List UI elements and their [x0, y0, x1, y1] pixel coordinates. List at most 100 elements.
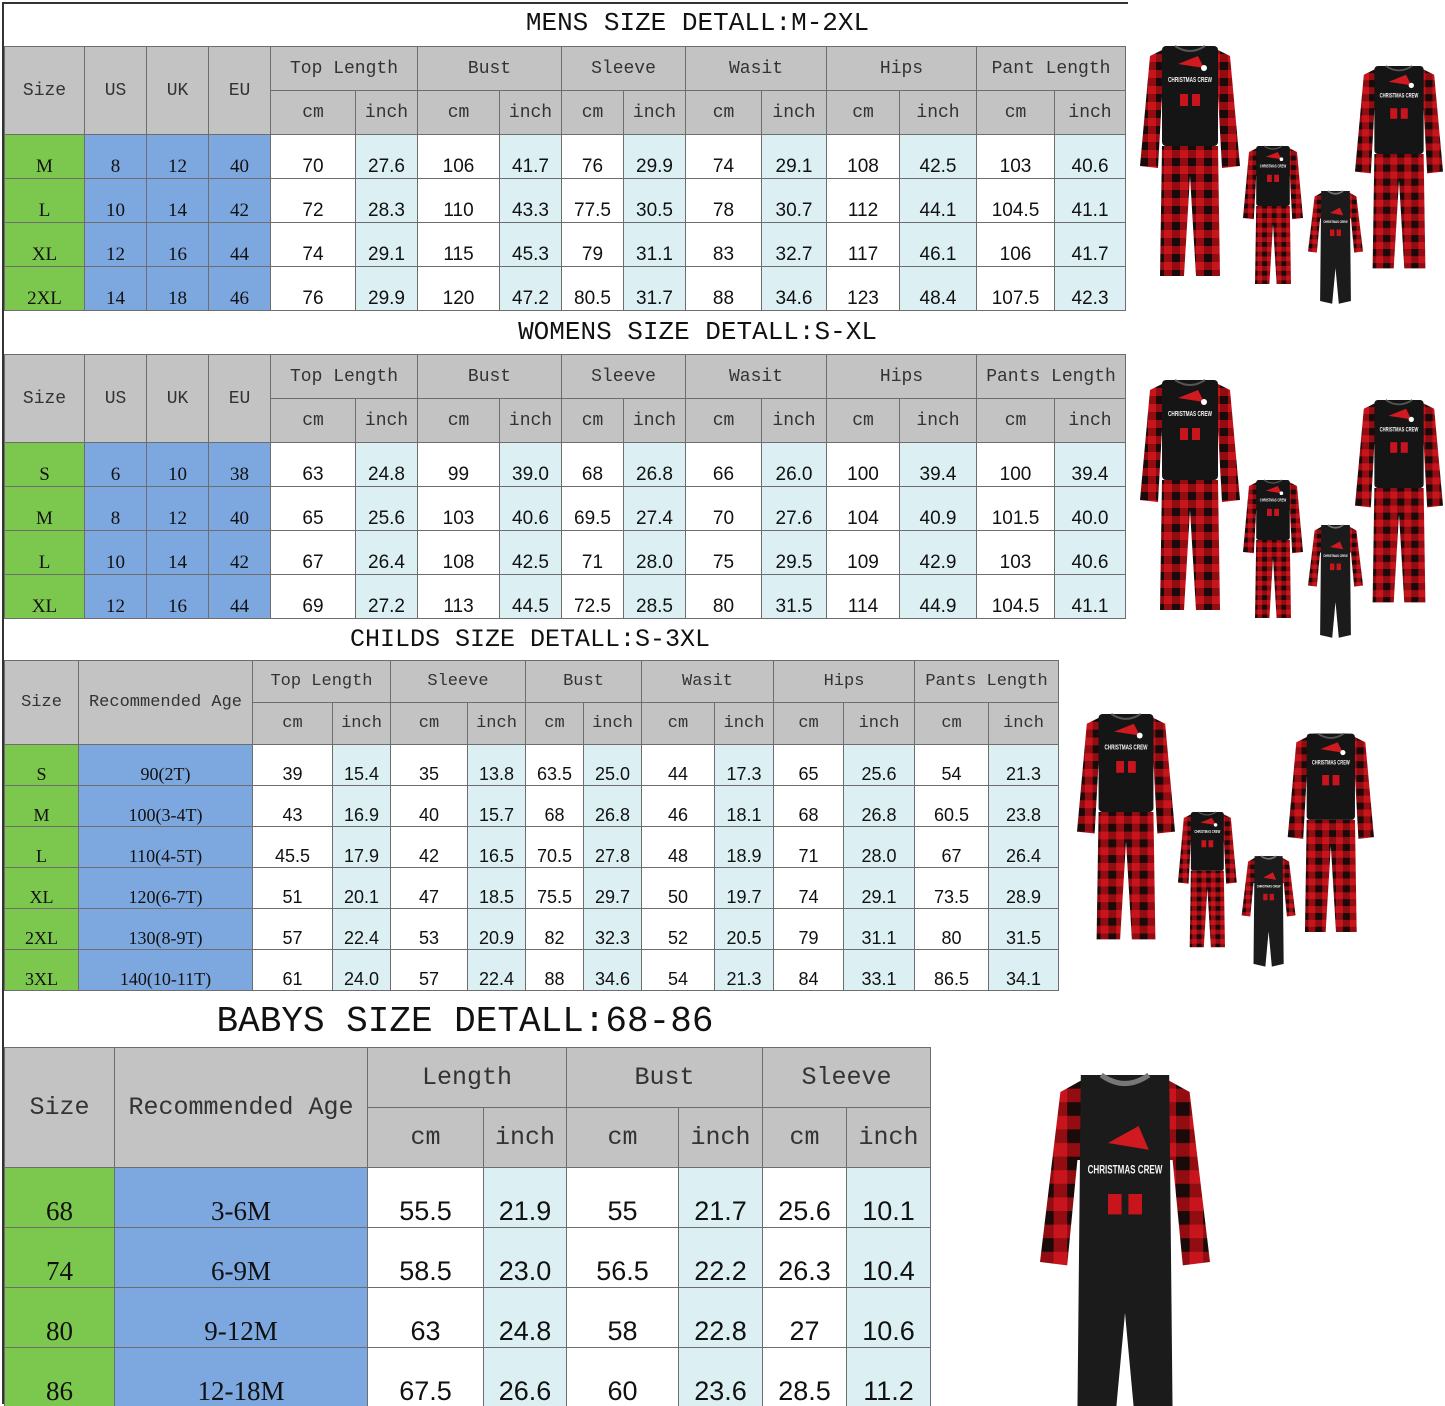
unit-header: inch	[499, 398, 562, 443]
table-row: 68 3-6M 55.5 21.9 55 21.7 25.6 10.1	[4, 1167, 932, 1228]
unit-header: cm	[641, 702, 715, 745]
inch-cell: 10.1	[846, 1167, 932, 1228]
cm-cell: 51	[252, 867, 333, 909]
cm-cell: 108	[417, 530, 500, 575]
fixed-cell: 140(10-11T)	[78, 949, 253, 991]
unit-header: cm	[417, 398, 500, 443]
group-header: Bust	[417, 46, 562, 91]
group-header: Sleeve	[390, 660, 526, 703]
inch-cell: 20.5	[713, 908, 775, 950]
fixed-cell: 12-18M	[114, 1347, 368, 1406]
inch-cell: 42.5	[499, 530, 562, 575]
group-header: Bust	[417, 354, 562, 399]
unit-header: inch	[482, 1107, 568, 1168]
unit-header: inch	[760, 398, 828, 443]
inch-cell: 17.9	[332, 826, 391, 868]
unit-header: cm	[762, 1107, 848, 1168]
unit-header: cm	[685, 90, 762, 135]
unit-header: inch	[843, 702, 916, 745]
unit-header: cm	[826, 398, 901, 443]
size-table: Size US UK EU Top Length Bust Sleeve Wasit Hips P…	[4, 354, 1127, 619]
inch-cell: 40.9	[899, 486, 978, 531]
size-cell: S	[4, 442, 85, 487]
cm-cell: 35	[390, 744, 468, 786]
cm-cell: 70.5	[525, 826, 584, 868]
cm-cell: 80.5	[561, 266, 624, 311]
inch-cell: 13.8	[467, 744, 526, 786]
group-header: Top Length	[252, 660, 391, 703]
cm-cell: 68	[773, 785, 845, 827]
column-header: EU	[208, 46, 271, 135]
inch-cell: 28.0	[623, 530, 686, 575]
cm-cell: 42	[390, 826, 468, 868]
size-cell: 86	[4, 1347, 115, 1406]
shirt-print-text: CHRISTMAS CREW	[1312, 761, 1350, 767]
table-row: L 110(4-5T) 45.5 17.9 42 16.5 70.5 27.8 48 18.9 71…	[4, 826, 1060, 868]
shirt-print-text: CHRISTMAS CREW	[1257, 884, 1281, 888]
column-header: Size	[4, 46, 85, 135]
cm-cell: 27	[762, 1287, 848, 1348]
fixed-cell: 42	[208, 530, 271, 575]
cm-cell: 80	[914, 908, 990, 950]
inch-cell: 29.9	[355, 266, 418, 311]
cm-cell: 69	[270, 574, 356, 619]
fixed-cell: 8	[84, 134, 147, 179]
inch-cell: 21.7	[678, 1167, 764, 1228]
cm-cell: 61	[252, 949, 333, 991]
inch-cell: 26.8	[843, 785, 916, 827]
cm-cell: 70	[685, 486, 762, 531]
inch-cell: 41.1	[1054, 574, 1127, 619]
inch-cell: 22.2	[678, 1227, 764, 1288]
cm-cell: 114	[826, 574, 901, 619]
cm-cell: 63.5	[525, 744, 584, 786]
unit-header: cm	[270, 90, 356, 135]
inch-cell: 40.6	[1054, 134, 1127, 179]
cm-cell: 75.5	[525, 867, 584, 909]
inch-cell: 32.3	[583, 908, 642, 950]
inch-cell: 47.2	[499, 266, 562, 311]
cm-cell: 79	[773, 908, 845, 950]
kid-pajama-image: CHRISTMAS CREW	[1177, 811, 1237, 948]
unit-header: inch	[499, 90, 562, 135]
fixed-cell: 40	[208, 134, 271, 179]
fixed-cell: 44	[208, 574, 271, 619]
cm-cell: 54	[641, 949, 715, 991]
table-row: S 6 10 38 63 24.8 99 39.0 68 26.8 66 26.0 100 39.4 100…	[4, 442, 1127, 487]
inch-cell: 34.6	[760, 266, 828, 311]
inch-cell: 40.6	[1054, 530, 1127, 575]
inch-cell: 21.9	[482, 1167, 568, 1228]
unit-row: cm inch cm inch cm inch	[5, 1107, 932, 1168]
table-row: 80 9-12M 63 24.8 58 22.8 27 10.6	[4, 1287, 932, 1348]
inch-cell: 20.1	[332, 867, 391, 909]
shirt-print-text: CHRISTMAS CREW	[1380, 93, 1419, 100]
baby-romper-small-image: CHRISTMAS CREW	[1308, 524, 1363, 638]
size-cell: M	[4, 486, 85, 531]
cm-cell: 71	[561, 530, 624, 575]
inch-cell: 22.4	[332, 908, 391, 950]
fixed-cell: 10	[84, 178, 147, 223]
inch-cell: 26.6	[482, 1347, 568, 1406]
unit-header: cm	[914, 702, 990, 745]
shirt-print-text: CHRISTMAS CREW	[1168, 411, 1212, 418]
cm-cell: 67	[270, 530, 356, 575]
cm-cell: 56.5	[566, 1227, 680, 1288]
inch-cell: 44.5	[499, 574, 562, 619]
fixed-cell: 9-12M	[114, 1287, 368, 1348]
cm-cell: 104.5	[976, 178, 1056, 223]
inch-cell: 27.4	[623, 486, 686, 531]
inch-cell: 19.7	[713, 867, 775, 909]
inch-cell: 44.9	[899, 574, 978, 619]
fixed-cell: 10	[146, 442, 209, 487]
inch-cell: 27.8	[583, 826, 642, 868]
cm-cell: 88	[525, 949, 584, 991]
cm-cell: 54	[914, 744, 990, 786]
cm-cell: 104	[826, 486, 901, 531]
inch-cell: 25.0	[583, 744, 642, 786]
size-cell: 74	[4, 1227, 115, 1288]
column-header: Size	[4, 1047, 115, 1168]
unit-header: cm	[561, 90, 624, 135]
chart-frame	[2, 2, 1128, 1404]
unit-header: inch	[1054, 398, 1127, 443]
cm-cell: 112	[826, 178, 901, 223]
column-header: UK	[146, 354, 209, 443]
